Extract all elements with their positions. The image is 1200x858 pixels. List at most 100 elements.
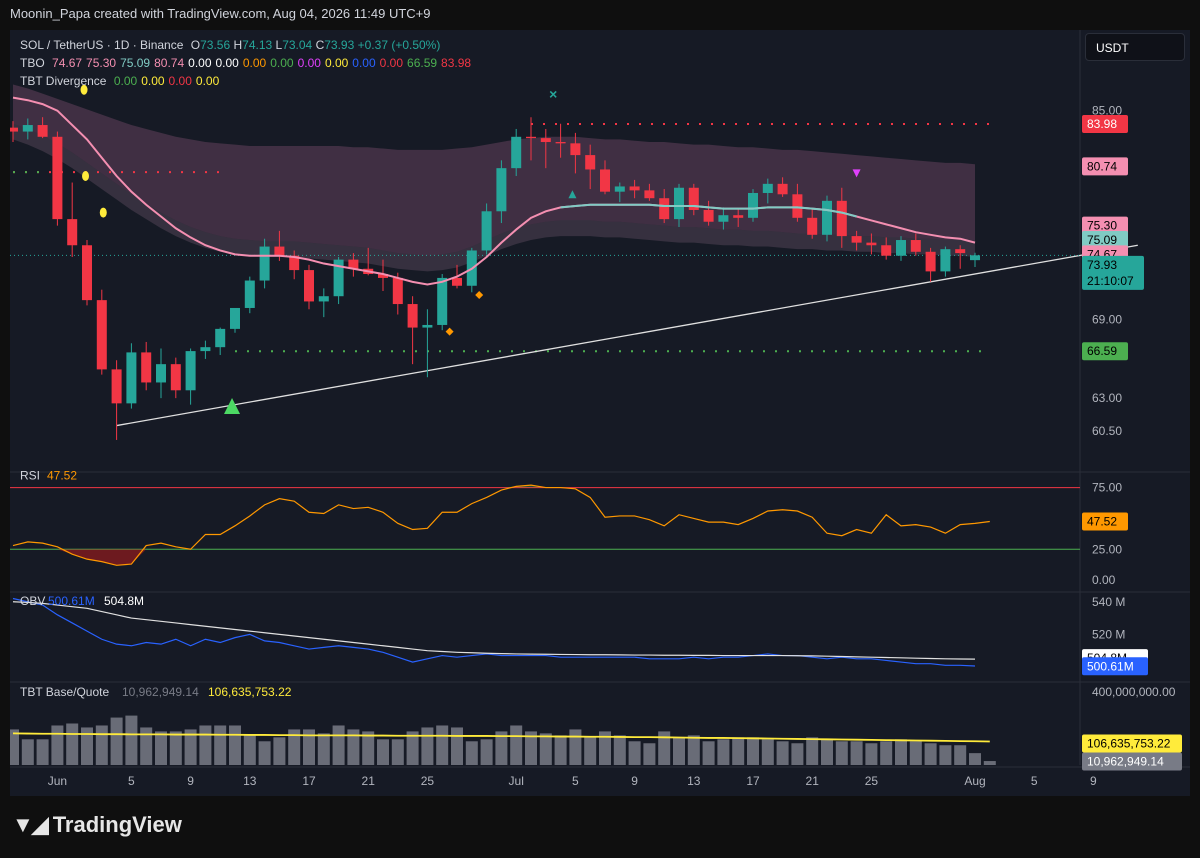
volume-bar bbox=[125, 715, 138, 765]
obv-ma-line bbox=[12, 601, 976, 660]
volume-bar bbox=[821, 739, 833, 765]
volume-bar bbox=[687, 735, 700, 765]
candle-body bbox=[910, 240, 921, 252]
obv-legend-value: 500.61M bbox=[48, 594, 95, 608]
tbo-value: 74.67 bbox=[52, 56, 83, 70]
volume-bar bbox=[554, 735, 567, 765]
volume-ma-tag: 106,635,753.22 bbox=[1087, 736, 1171, 750]
date-tick-label: 13 bbox=[243, 774, 257, 788]
currency-button[interactable]: USDT bbox=[1085, 33, 1185, 61]
volume-bar bbox=[81, 727, 93, 765]
volume-bar bbox=[199, 725, 212, 765]
date-tick-label: 17 bbox=[746, 774, 760, 788]
divergence-legend[interactable]: TBT Divergence 0.00 0.00 0.00 0.00 bbox=[20, 74, 223, 88]
obv-value-tag-bg bbox=[1082, 657, 1148, 676]
volume-ma-tag-bg bbox=[1082, 734, 1182, 753]
price-tick-label: 60.50 bbox=[1092, 424, 1122, 438]
div-value: 0.00 bbox=[195, 74, 220, 88]
candle-body bbox=[170, 364, 181, 391]
candle-body bbox=[82, 245, 92, 301]
volume-bar bbox=[895, 739, 907, 765]
obv-ma-legend-value: 504.8M bbox=[104, 594, 144, 608]
volume-bar bbox=[850, 741, 863, 765]
candle-body bbox=[156, 364, 166, 383]
open-label: O73.56 bbox=[190, 38, 231, 52]
tbo-legend[interactable]: TBO 74.67 75.30 75.09 80.74 0.00 0.00 0.00 0.00… bbox=[20, 56, 475, 70]
obv-value-tag: 500.61M bbox=[1087, 659, 1134, 673]
candle-body bbox=[126, 352, 137, 404]
candle-body bbox=[792, 194, 803, 218]
tbo-value: 0.00 bbox=[215, 56, 239, 70]
current-price-tag-bg bbox=[1082, 255, 1144, 290]
volume-bar bbox=[155, 731, 167, 765]
warning-signal-icon bbox=[99, 207, 107, 218]
candle-body bbox=[644, 190, 655, 199]
trendline bbox=[116, 244, 1138, 427]
tbo-fast-price-tag: 75.30 bbox=[1087, 219, 1117, 233]
date-tick-label: 5 bbox=[128, 774, 135, 788]
chart-canvas[interactable]: 85.00 69.00 63.00 60.50 Jun 5 9 13 17 21 25 Jul 5 9 13… bbox=[10, 30, 1190, 796]
resistance-price-tag: 83.98 bbox=[1087, 117, 1117, 131]
main-legend[interactable]: SOL / TetherUS · 1D · Binance O73.56 H74… bbox=[20, 38, 444, 52]
countdown-label: 21:10:07 bbox=[1087, 274, 1134, 288]
date-tick-label: Jul bbox=[509, 774, 524, 788]
chart-frame bbox=[10, 30, 1190, 796]
volume-bar bbox=[169, 731, 182, 765]
rsi-tick-label: 0.00 bbox=[1092, 573, 1116, 587]
volume-bar bbox=[569, 729, 582, 765]
volume-bar bbox=[495, 731, 508, 765]
diamond-signal-icon bbox=[475, 290, 484, 299]
price-tick-label: 63.00 bbox=[1092, 391, 1122, 405]
volume-bar bbox=[332, 725, 345, 765]
volume-bar bbox=[184, 729, 197, 765]
div-value: 0.00 bbox=[113, 74, 138, 88]
volume-bar bbox=[36, 739, 49, 765]
candle-body bbox=[762, 183, 773, 193]
candle-body bbox=[52, 136, 63, 220]
volume-bar bbox=[258, 741, 271, 765]
candle-body bbox=[22, 125, 33, 132]
candle-body bbox=[807, 217, 818, 235]
buy-signal-icon bbox=[568, 190, 577, 199]
tbo-value: 83.98 bbox=[441, 56, 472, 70]
candle-body bbox=[37, 125, 48, 137]
volume-bar bbox=[10, 729, 19, 765]
candle-body bbox=[881, 245, 892, 256]
candle-body bbox=[703, 209, 714, 222]
candle-body bbox=[866, 242, 877, 246]
candle-body bbox=[141, 352, 152, 383]
volume-bar bbox=[451, 727, 463, 765]
sell-signal-icon bbox=[852, 169, 861, 178]
diamond-signal-icon bbox=[445, 327, 454, 336]
candle-body bbox=[496, 168, 507, 212]
candle-body bbox=[614, 186, 625, 192]
rsi-value-tag-bg bbox=[1082, 512, 1128, 531]
volume-bar bbox=[66, 723, 79, 765]
tbo-value: 80.74 bbox=[154, 56, 185, 70]
rsi-oversold-fill bbox=[13, 549, 191, 566]
candle-body bbox=[452, 277, 462, 286]
candle-body bbox=[111, 369, 122, 404]
volume-bar bbox=[243, 735, 256, 765]
volume-ma-line bbox=[12, 732, 990, 743]
volume-bar bbox=[983, 761, 996, 765]
candle-body bbox=[836, 200, 847, 237]
volume-bar bbox=[525, 731, 537, 765]
volume-bar bbox=[613, 735, 626, 765]
volume-bar bbox=[880, 741, 893, 765]
volume-bar bbox=[791, 743, 804, 765]
candle-body bbox=[407, 304, 418, 328]
tbo-value: 0.00 bbox=[242, 56, 267, 70]
candle-body bbox=[318, 296, 329, 302]
candle-body bbox=[940, 249, 951, 272]
volume-bar bbox=[436, 725, 449, 765]
change-label: +0.37 (+0.50%) bbox=[357, 38, 441, 52]
candle-body bbox=[748, 192, 758, 218]
volume-bar bbox=[465, 741, 478, 765]
candle-body bbox=[348, 259, 359, 269]
tbo-value: 66.59 bbox=[407, 56, 438, 70]
date-tick-label: 21 bbox=[806, 774, 820, 788]
date-tick-label: Jun bbox=[48, 774, 67, 788]
volume-bar bbox=[584, 737, 597, 765]
volume-bar bbox=[95, 725, 108, 765]
